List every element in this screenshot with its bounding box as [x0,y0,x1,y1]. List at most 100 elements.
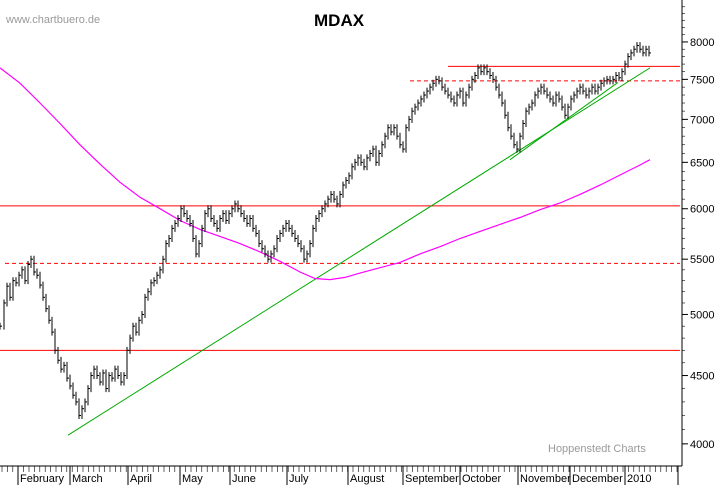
y-tick-label: 8000 [690,37,714,49]
price-bar [282,224,285,237]
x-tick-label: November [520,473,571,485]
price-bar [312,224,315,248]
price-bar [369,150,372,162]
price-bar [375,145,378,166]
trendline-0 [67,67,651,436]
price-bar [21,266,24,279]
price-bar [630,49,633,61]
price-bar [285,219,288,232]
price-bar [396,124,399,140]
y-tick-label: 5000 [690,309,714,321]
price-bar [330,190,333,203]
price-bar [45,293,48,313]
price-bar [426,87,429,99]
price-bar [84,398,87,413]
price-bars [0,42,651,420]
price-bar [468,83,471,99]
price-bar [516,141,519,153]
price-bar [450,91,453,103]
price-bar [93,365,96,380]
price-bar [48,305,51,324]
price-bar [159,266,162,279]
price-bar [543,83,546,95]
price-bar [438,75,441,85]
price-bar [492,72,495,83]
price-bar [456,91,459,107]
price-bar [198,240,201,258]
price-bar [579,83,582,95]
price-bar [462,87,465,107]
price-bar [255,224,258,237]
price-bar [303,245,306,263]
price-bar [495,75,498,91]
price-bar [459,87,462,99]
price-bar [606,75,609,85]
price-bar [504,99,507,119]
price-bar [195,235,198,258]
price-bar [513,132,516,149]
price-bar [390,124,393,136]
y-tick-label: 5500 [690,254,714,266]
y-tick-label: 6500 [690,157,714,169]
price-bar [234,200,237,213]
x-tick-label: 2010 [627,473,651,485]
price-bar [171,224,174,242]
price-bar [531,99,534,111]
price-bar [3,299,6,330]
price-bar [297,235,300,248]
price-bar [519,132,522,153]
price-bar [210,205,213,222]
price-bar [582,83,585,95]
price-bar [402,141,405,153]
price-bar [573,91,576,103]
price-bar [318,210,321,222]
price-bar [219,215,222,232]
price-bar [237,200,240,213]
price-bar [66,361,69,382]
price-bar [216,219,219,232]
x-tick-label: December [572,473,623,485]
price-bar [258,229,261,248]
price-bar [117,365,120,380]
price-bar [465,91,468,107]
price-bar [618,72,621,82]
price-bar [414,103,417,115]
price-bar [12,277,15,301]
price-bar [18,271,21,287]
price-bar [567,103,570,119]
price-bar [600,79,603,91]
price-bar [15,277,18,287]
price-bar [267,250,270,263]
price-bar [321,205,324,218]
price-bar [378,150,381,166]
x-tick-label: March [72,473,103,485]
price-bar [510,124,513,140]
price-bar [372,145,375,157]
price-bar [621,68,624,82]
price-bar [192,219,195,242]
price-bar [108,372,111,393]
price-bar [132,322,135,342]
price-bar [636,42,639,53]
price-bar [327,195,330,208]
x-tick-label: July [289,473,309,485]
price-bar [129,334,132,354]
y-tick-label: 4500 [690,371,714,383]
y-tick-label: 7500 [690,74,714,86]
price-bar [387,124,390,140]
price-bar [153,277,156,287]
x-tick-label: August [350,473,384,485]
price-bar [72,382,75,399]
price-bar [624,60,627,76]
price-bar [594,83,597,95]
price-bar [165,240,168,263]
price-bar [264,245,267,258]
price-bar [204,210,207,232]
price-bar [486,64,489,76]
price-bar [570,95,573,111]
credit-text: Hoppenstedt Charts [548,443,646,455]
price-bar [354,158,357,171]
price-bar [429,83,432,95]
price-bar [585,87,588,99]
price-bar [201,224,204,248]
